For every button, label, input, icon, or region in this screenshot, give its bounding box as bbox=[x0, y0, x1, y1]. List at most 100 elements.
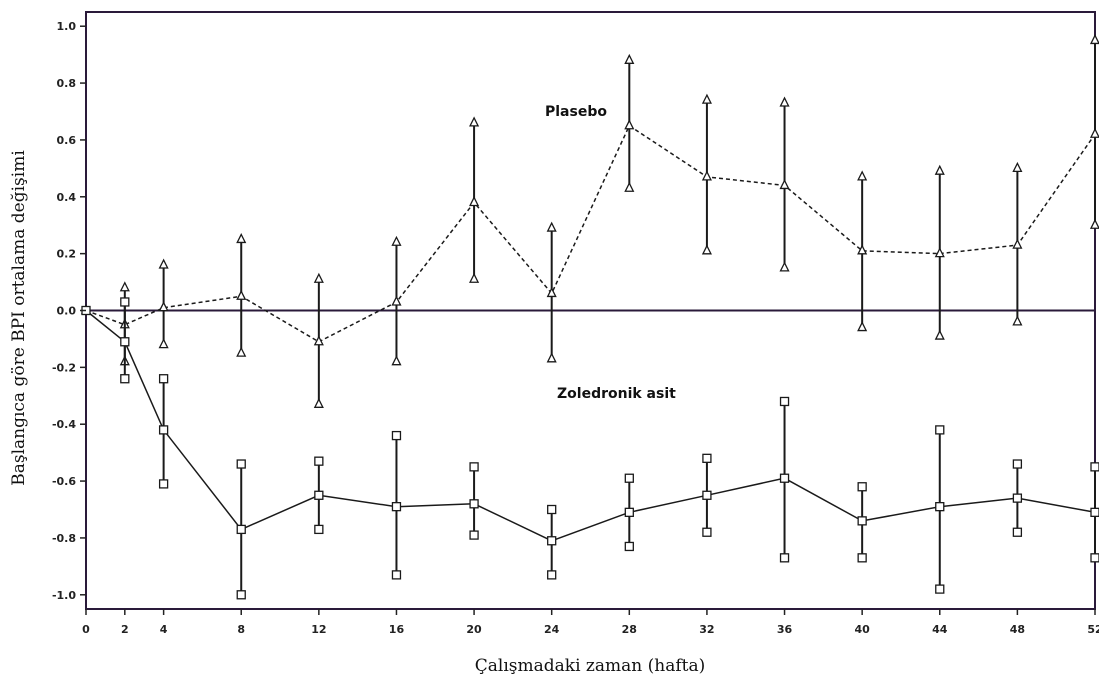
data-point bbox=[702, 490, 712, 500]
data-point bbox=[158, 425, 169, 435]
error-bar-upper-cap bbox=[1012, 459, 1023, 469]
data-point bbox=[546, 286, 557, 298]
x-tick-label: 28 bbox=[622, 623, 637, 636]
error-bar-upper-cap bbox=[469, 116, 480, 127]
error-bar-lower-cap bbox=[1090, 553, 1099, 563]
y-tick-label: 0.6 bbox=[57, 134, 77, 147]
error-bar-upper-cap bbox=[934, 164, 945, 175]
error-bar-upper-cap bbox=[857, 170, 868, 181]
error-bar-upper-cap bbox=[546, 221, 557, 232]
error-bar-lower-cap bbox=[702, 527, 712, 537]
y-tick-label: -0.2 bbox=[52, 361, 76, 374]
error-bar-upper-cap bbox=[701, 93, 712, 104]
x-tick-label: 20 bbox=[466, 623, 482, 636]
x-tick-label: 24 bbox=[544, 623, 560, 636]
series-label-plasebo: Plasebo bbox=[545, 104, 607, 120]
x-tick-label: 4 bbox=[160, 623, 168, 636]
data-point bbox=[779, 178, 790, 190]
data-point bbox=[779, 473, 790, 483]
error-bar-lower-cap bbox=[120, 374, 130, 384]
data-point bbox=[935, 502, 945, 512]
data-point bbox=[313, 335, 324, 346]
y-tick-label: 1.0 bbox=[57, 20, 77, 33]
error-bar-lower-cap bbox=[857, 321, 868, 332]
data-point bbox=[624, 507, 634, 517]
x-axis-title: Çalışmadaki zaman (hafta) bbox=[475, 656, 705, 676]
error-bar-upper-cap bbox=[779, 396, 790, 407]
x-tick-label: 52 bbox=[1087, 623, 1099, 636]
error-bar-lower-cap bbox=[701, 244, 712, 255]
x-tick-label: 48 bbox=[1010, 623, 1025, 636]
y-tick-label: 0.2 bbox=[57, 248, 77, 261]
series-line bbox=[85, 124, 1096, 343]
data-point bbox=[469, 499, 479, 509]
data-point bbox=[391, 295, 402, 306]
y-tick-label: 0.8 bbox=[57, 77, 77, 90]
error-bar-upper-cap bbox=[314, 456, 324, 466]
y-tick-label: -0.6 bbox=[52, 475, 76, 488]
error-bar-lower-cap bbox=[546, 352, 557, 363]
data-point bbox=[701, 170, 712, 181]
error-bar-upper-cap bbox=[935, 425, 945, 435]
series-group bbox=[80, 33, 1099, 600]
error-bar-lower-cap bbox=[779, 261, 790, 272]
y-tick-label: 0.0 bbox=[57, 305, 77, 318]
error-bar-lower-cap bbox=[158, 479, 169, 489]
data-point bbox=[120, 337, 130, 347]
error-bar-lower-cap bbox=[624, 181, 635, 192]
error-bar-upper-cap bbox=[702, 453, 712, 463]
y-tick-label: -0.8 bbox=[52, 532, 76, 545]
y-axis-title: Başlangıca göre BPI ortalama değişimi bbox=[9, 150, 29, 486]
x-tick-label: 36 bbox=[777, 623, 793, 636]
error-bar-upper-cap bbox=[1012, 161, 1023, 173]
error-bar-lower-cap bbox=[158, 338, 169, 349]
error-bar-lower-cap bbox=[1012, 315, 1023, 326]
error-bar-upper-cap bbox=[779, 96, 790, 107]
data-point bbox=[1090, 507, 1099, 517]
x-tick-label: 2 bbox=[121, 623, 129, 636]
error-bar-upper-cap bbox=[624, 53, 635, 64]
x-tick-label: 8 bbox=[237, 623, 245, 636]
error-bar-upper-cap bbox=[1089, 33, 1099, 45]
x-axis-ticks: 0 2 4 8 12 16 20 24 28 32 36 40 44 48 52 bbox=[82, 609, 1099, 636]
error-bar-upper-cap bbox=[236, 459, 246, 469]
series-plasebo bbox=[80, 33, 1099, 408]
error-bar-upper-cap bbox=[547, 504, 557, 515]
error-bar-upper-cap bbox=[391, 430, 402, 441]
error-bar-upper-cap bbox=[624, 473, 634, 483]
y-tick-label: -1.0 bbox=[52, 589, 76, 602]
data-point bbox=[857, 244, 868, 255]
data-point bbox=[624, 119, 635, 130]
error-bar-lower-cap bbox=[314, 524, 324, 535]
x-tick-label: 0 bbox=[82, 623, 90, 636]
error-bar-upper-cap bbox=[391, 235, 402, 246]
x-tick-label: 32 bbox=[699, 623, 714, 636]
error-bar-upper-cap bbox=[1090, 462, 1099, 472]
error-bar-upper-cap bbox=[313, 272, 324, 283]
error-bar-lower-cap bbox=[236, 590, 246, 600]
error-bar-lower-cap bbox=[779, 553, 790, 563]
data-point bbox=[469, 196, 480, 207]
y-axis-ticks: -1.0 -0.8 -0.6 -0.4 -0.2 0.0 0.2 0.4 0.6 0.8 1.0 bbox=[52, 20, 86, 602]
error-bar-lower-cap bbox=[624, 541, 634, 552]
error-bar-lower-cap bbox=[935, 584, 945, 594]
data-point bbox=[934, 247, 945, 258]
error-bar-upper-cap bbox=[236, 232, 247, 244]
data-point bbox=[391, 502, 402, 512]
x-tick-label: 44 bbox=[932, 623, 948, 636]
error-bar-lower-cap bbox=[236, 346, 247, 357]
data-point bbox=[1012, 493, 1023, 503]
x-tick-label: 40 bbox=[854, 623, 870, 636]
error-bar-lower-cap bbox=[391, 570, 402, 580]
error-bar-lower-cap bbox=[547, 570, 557, 580]
series-zoledronik-asit bbox=[81, 297, 1099, 600]
data-point bbox=[1012, 238, 1023, 249]
data-point bbox=[547, 536, 557, 546]
x-tick-label: 16 bbox=[389, 623, 405, 636]
error-bar-lower-cap bbox=[469, 530, 479, 540]
data-point bbox=[158, 301, 169, 312]
data-point bbox=[1089, 127, 1099, 138]
error-bar-upper-cap bbox=[469, 462, 479, 472]
error-bar-upper-cap bbox=[158, 258, 169, 269]
